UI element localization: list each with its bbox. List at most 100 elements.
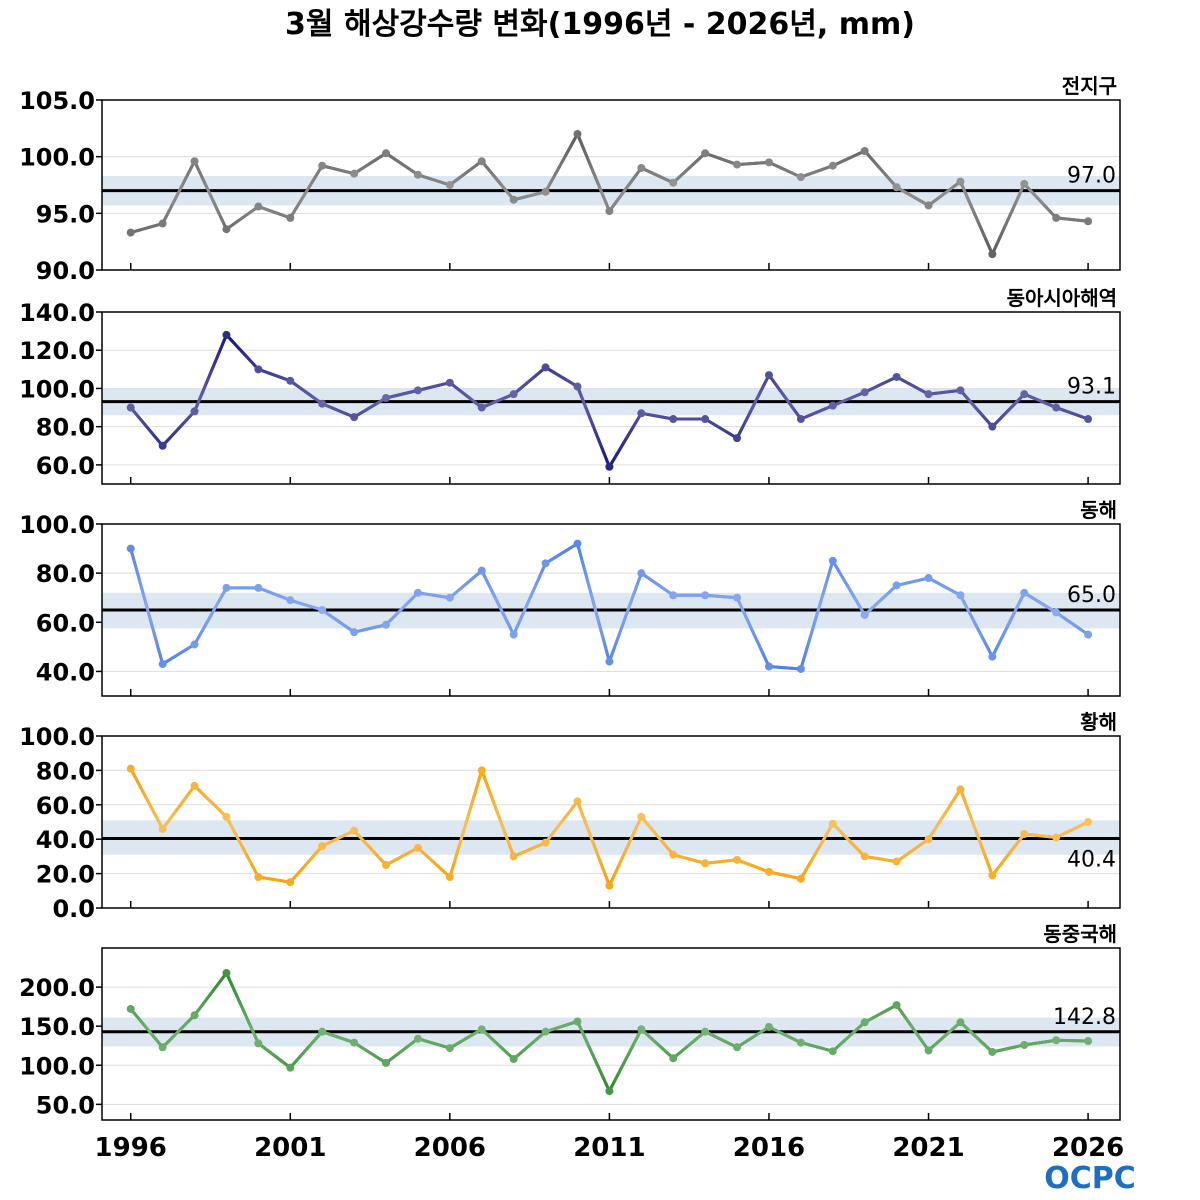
data-point-2015: [733, 434, 742, 443]
data-point-2024: [1020, 588, 1029, 597]
data-point-2025: [1052, 1036, 1061, 1045]
y-tick-label: 100.0: [19, 723, 95, 751]
data-point-2010: [573, 797, 582, 806]
chart-panels: 90.0 95.0 100.0 105.0 전지구 97.0 60.0 80.0 100.0 12…: [19, 74, 1121, 1121]
x-axis: 1996 2001 2006 2011 2016 2021 2026: [95, 1133, 1125, 1163]
y-tick-label: 100.0: [19, 144, 95, 172]
data-point-2018: [828, 819, 837, 828]
data-point-2021: [924, 574, 933, 583]
data-point-1998: [190, 640, 199, 649]
region-label: 황해: [1080, 710, 1117, 734]
data-point-2013: [669, 1054, 678, 1063]
data-point-2022: [956, 1018, 965, 1027]
mean-value-label: 93.1: [1067, 375, 1116, 400]
data-point-2024: [1020, 179, 1029, 188]
data-point-2005: [413, 386, 422, 395]
data-point-2021: [924, 201, 933, 210]
y-tick-label: 60.0: [36, 452, 95, 480]
data-point-2012: [637, 569, 646, 578]
data-point-2011: [605, 207, 614, 216]
data-point-2014: [701, 859, 710, 868]
panel-동해: 40.0 60.0 80.0 100.0 동해 65.0: [19, 498, 1121, 697]
data-point-2002: [318, 1027, 327, 1036]
data-point-2016: [764, 662, 773, 671]
data-point-2006: [445, 593, 454, 602]
data-point-2000: [254, 873, 263, 882]
data-point-1997: [158, 1043, 167, 1052]
data-point-2018: [828, 556, 837, 565]
data-point-1997: [158, 660, 167, 669]
data-point-2009: [541, 363, 550, 372]
data-point-2016: [764, 371, 773, 380]
data-point-2016: [764, 867, 773, 876]
data-point-2009: [541, 559, 550, 568]
data-point-1997: [158, 441, 167, 450]
data-point-2018: [828, 161, 837, 170]
data-point-2013: [669, 415, 678, 424]
data-point-2019: [860, 1018, 869, 1027]
data-point-2019: [860, 388, 869, 397]
y-tick-label: 200.0: [19, 974, 95, 1002]
data-point-2006: [445, 181, 454, 189]
x-tick-label: 1996: [95, 1133, 167, 1163]
data-point-2026: [1084, 630, 1093, 639]
y-tick-label: 20.0: [36, 861, 95, 889]
y-tick-label: 50.0: [36, 1091, 95, 1119]
data-point-1998: [190, 1011, 199, 1020]
x-tick-label: 2001: [254, 1133, 326, 1163]
x-tick-label: 2016: [733, 1133, 805, 1163]
region-label: 동중국해: [1043, 922, 1117, 946]
data-point-2025: [1052, 608, 1061, 617]
data-point-2023: [988, 652, 997, 661]
data-point-1997: [158, 824, 167, 833]
data-point-2001: [286, 878, 295, 887]
data-point-2001: [286, 376, 295, 385]
data-point-2022: [956, 177, 965, 186]
data-point-2007: [477, 766, 486, 775]
data-point-2004: [382, 620, 391, 629]
data-point-2024: [1020, 830, 1029, 839]
y-tick-label: 80.0: [36, 560, 95, 588]
data-point-2002: [318, 606, 327, 614]
panel-frame: [101, 311, 1121, 485]
mean-value-label: 97.0: [1067, 164, 1116, 189]
data-point-2025: [1052, 213, 1061, 222]
data-point-2018: [828, 1047, 837, 1056]
mean-value-label: 142.8: [1053, 1005, 1116, 1030]
data-point-2013: [669, 591, 678, 600]
x-tick-label: 2026: [1052, 1133, 1124, 1163]
data-point-2011: [605, 657, 614, 666]
data-point-2020: [892, 581, 901, 590]
data-point-2003: [350, 628, 359, 637]
data-point-2017: [796, 664, 805, 673]
data-point-2025: [1052, 833, 1061, 842]
data-point-2026: [1084, 818, 1093, 826]
data-point-1998: [190, 407, 199, 416]
data-point-2006: [445, 1044, 454, 1053]
data-point-2010: [573, 539, 582, 548]
y-tick-label: 40.0: [36, 826, 95, 854]
data-point-2024: [1020, 1040, 1029, 1049]
data-point-2003: [350, 413, 359, 422]
data-point-1999: [222, 969, 231, 978]
data-point-2011: [605, 881, 614, 890]
y-tick-label: 60.0: [36, 609, 95, 637]
x-tick-label: 2021: [892, 1133, 964, 1163]
data-point-2009: [541, 838, 550, 847]
region-label: 동아시아해역: [1007, 286, 1117, 310]
data-point-1996: [126, 403, 135, 412]
data-point-2026: [1084, 415, 1093, 424]
data-point-2025: [1052, 403, 1061, 412]
data-point-2015: [733, 593, 742, 602]
data-point-2008: [509, 630, 518, 639]
data-point-2014: [701, 591, 710, 600]
data-point-2018: [828, 401, 837, 410]
data-point-2004: [382, 861, 391, 869]
data-point-2007: [477, 157, 486, 166]
data-point-1996: [126, 544, 135, 553]
data-point-2010: [573, 1017, 582, 1026]
y-tick-label: 100.0: [19, 375, 95, 403]
ocpc-logo: OCPC: [1044, 1161, 1136, 1196]
data-point-2011: [605, 1087, 614, 1096]
data-point-2011: [605, 462, 614, 471]
